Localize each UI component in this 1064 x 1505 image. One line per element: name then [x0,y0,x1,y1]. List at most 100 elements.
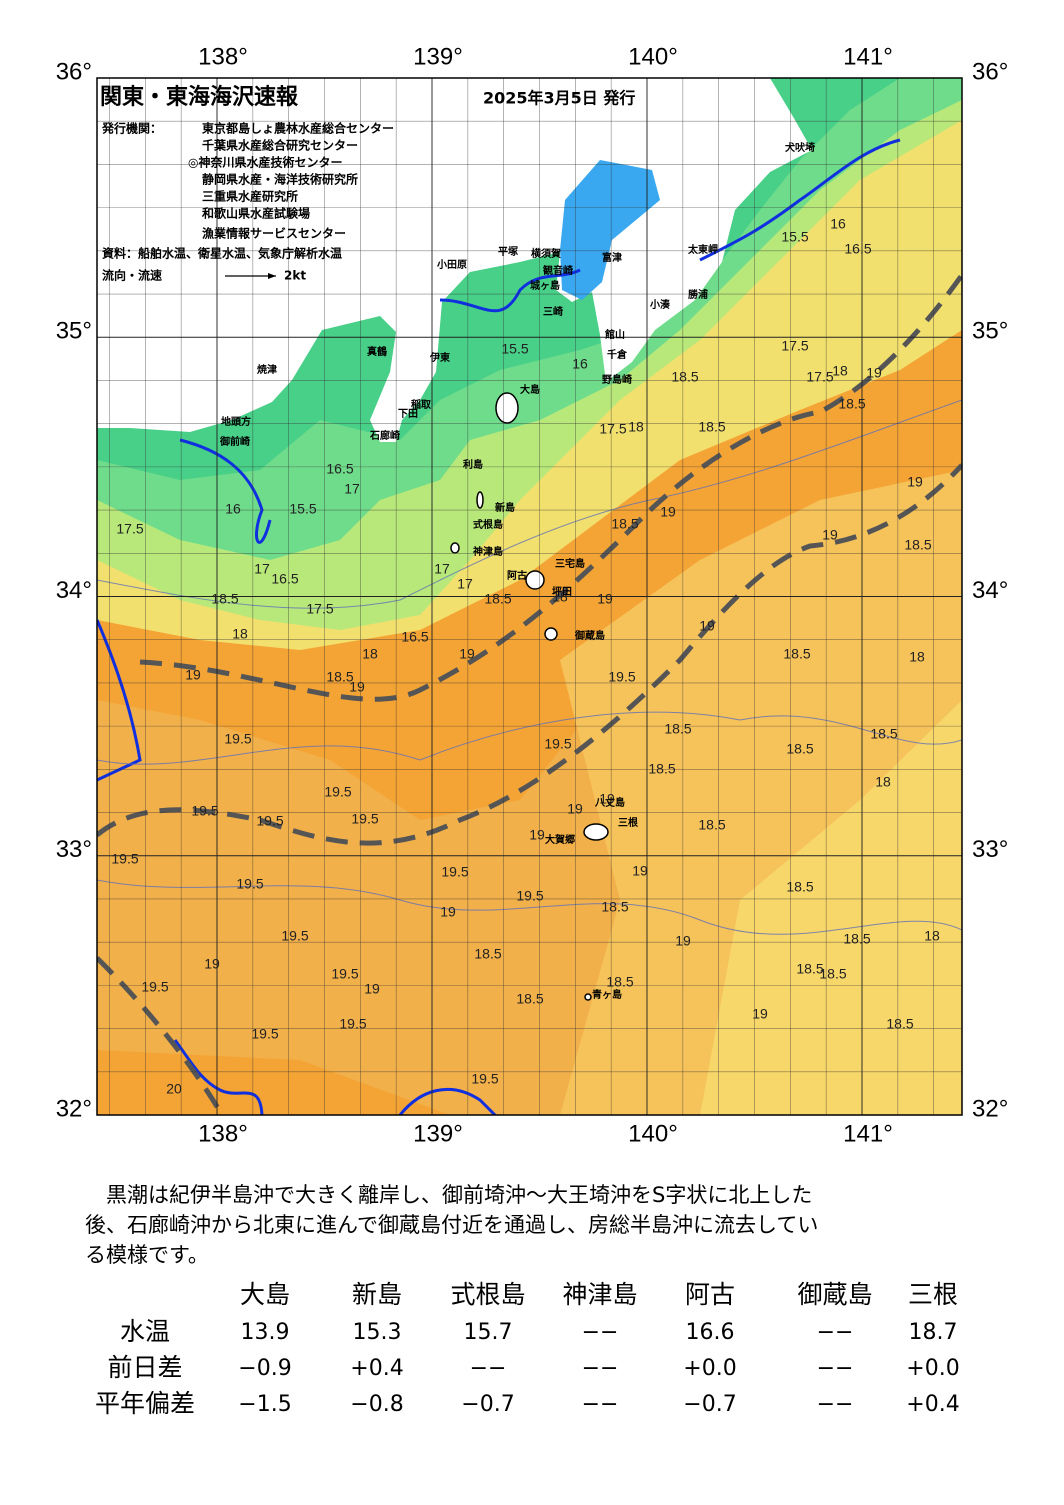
current-lines [97,138,901,1115]
contour-line [97,619,142,782]
contour-label: 19 [699,618,715,634]
lon-tick-label: 140° [628,43,678,70]
kuroshio-line [139,273,962,702]
place-label: 大賀郷 [545,833,575,846]
table-cell: 15.7 [464,1320,513,1345]
contour-label: 19.5 [141,979,168,995]
contour-label: 17.5 [306,601,333,617]
issuer: 東京都島しょ農林水産総合センター [202,121,394,136]
contour-label: 18 [628,419,644,435]
contour-label: 19 [459,646,475,662]
contour-label: 16.5 [271,571,298,587]
map-frame [96,77,963,1116]
place-label: 石廊崎 [369,429,400,442]
place-label: 利島 [463,458,483,471]
table-cell: +0.4 [906,1392,959,1417]
contour-line [699,138,901,262]
contour-label: 19.5 [608,669,635,685]
contour-label: 18.5 [671,369,698,385]
contour-label: 19 [675,933,691,949]
issuer: 千葉県水産総合研究センター [202,138,358,153]
contour-label: 19 [567,801,583,817]
issuer: 静岡県水産・海洋技術研究所 [202,172,358,187]
table-cell: −− [470,1356,507,1381]
place-label: 八丈島 [594,796,625,809]
place-label: 犬吠埼 [785,141,815,154]
contour-label: 18.5 [904,537,931,553]
place-label: 野島崎 [602,373,632,386]
contour-label: 15.5 [289,501,316,517]
column-header: 阿古 [685,1280,735,1309]
issuer: ◎神奈川県水産技術センター [188,155,342,170]
contour-line [398,1087,497,1115]
place-label: 館山 [604,328,625,341]
contour-label: 16 [830,216,846,232]
place-label: 地頭方 [221,415,251,428]
table-cell: −0.9 [238,1356,291,1381]
column-header: 御蔵島 [797,1280,872,1309]
contour-line [97,879,962,935]
contour-label: 18.5 [843,931,870,947]
island [544,627,558,641]
table-cell: −− [817,1356,854,1381]
contour-label: 16 [572,356,588,372]
kuroshio-axis [97,273,962,1115]
contour-label: 19.5 [331,966,358,982]
lat-tick-label: 35° [56,318,92,345]
column-header: 大島 [240,1280,290,1309]
contour-label: 17.5 [806,369,833,385]
contour-label: 18 [232,626,248,642]
contour-label: 19.5 [256,813,283,829]
lon-tick-label: 140° [628,1120,678,1147]
contour-label: 18.5 [664,721,691,737]
contour-label: 18.5 [648,761,675,777]
place-label: 城ヶ島 [530,279,560,292]
contour-label: 19.5 [441,864,468,880]
place-label: 横須賀 [531,247,561,260]
lat-tick-label: 32° [56,1095,92,1122]
place-label: 新島 [495,501,515,514]
lat-tick-label: 32° [972,1095,1008,1122]
contour-label: 19.5 [236,876,263,892]
contour-label: 19 [822,527,838,543]
place-label: 下田 [398,408,418,420]
lat-tick-label: 34° [972,577,1008,604]
kuroshio-line [97,463,962,846]
table-cell: 18.7 [909,1320,958,1345]
place-label: 伊東 [429,351,450,364]
contour-label: 19 [907,474,923,490]
contour-label: 16.5 [401,629,428,645]
table-cell: −− [817,1392,854,1417]
column-header: 新島 [352,1280,402,1309]
contour-label: 19.5 [516,888,543,904]
place-label: 観音崎 [543,264,573,277]
contour-label: 19.5 [351,811,378,827]
contour-label: 18.5 [516,991,543,1007]
contour-label: 19 [349,679,365,695]
table-cell: −0.7 [683,1392,736,1417]
contour-label: 19 [440,904,456,920]
lat-tick-label: 35° [972,318,1008,345]
contour-label: 18.5 [786,741,813,757]
contour-label: 19 [364,981,380,997]
lon-tick-label: 139° [413,1120,463,1147]
contour-label: 18.5 [698,419,725,435]
contour-label: 19.5 [224,731,251,747]
contour-label: 18.5 [786,879,813,895]
place-label: 焼津 [257,363,277,376]
table-cell: −− [817,1320,854,1345]
summary: 黒潮は紀伊半島沖で大きく離岸し、御前埼沖～大王埼沖をS字状に北上した後、石廊崎沖… [85,1183,818,1267]
contour-label: 16.5 [844,241,871,257]
contour-label: 18.5 [870,726,897,742]
contour-label: 18 [909,649,925,665]
contour-label: 19 [752,1006,768,1022]
lon-tick-label: 138° [198,43,248,70]
column-header: 三根 [908,1280,958,1309]
flow-label: 流向・流速 [102,268,162,283]
column-header: 神津島 [562,1280,637,1309]
contour-label: 19.5 [544,736,571,752]
lon-tick-label: 141° [843,43,893,70]
lat-tick-label: 33° [972,836,1008,863]
